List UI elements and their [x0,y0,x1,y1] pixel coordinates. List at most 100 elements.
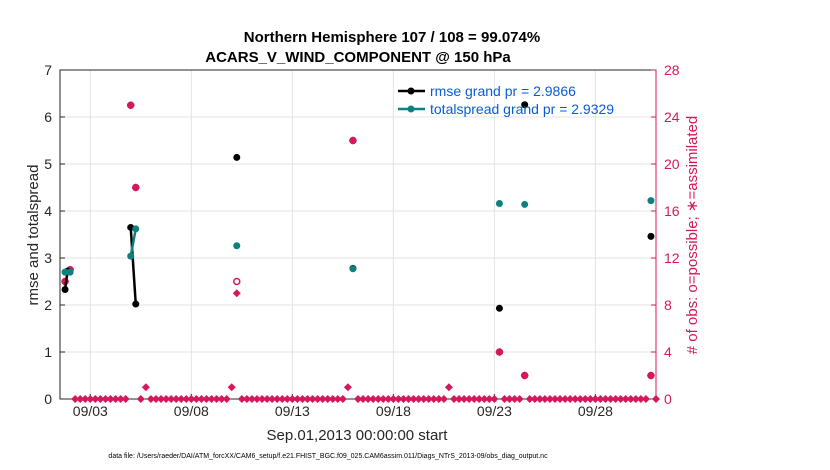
y-axis-right: 0 4 8 12 16 20 24 28 [651,62,680,407]
y-tick-label: 1 [44,344,52,360]
obs-assimilated-marker [369,395,378,403]
totalspread-point [66,268,74,276]
obs-assimilated-marker [500,395,509,403]
obs-assimilated-marker [187,395,196,403]
obs-possible-marker [520,371,529,380]
obs-assimilated-marker [429,395,438,403]
obs-assimilated-marker [237,395,246,403]
obs-assimilated-marker [91,395,100,403]
totalspread-point [647,197,655,205]
chart-title-line2: ACARS_V_WIND_COMPONENT @ 150 hPa [205,49,511,66]
obs-assimilated-marker [581,395,590,403]
obs-assimilated-marker [480,395,489,403]
rmse-point [495,304,503,312]
obs-assimilated-marker [354,395,362,403]
obs-assimilated-marker [298,395,307,403]
obs-assimilated-marker [490,395,499,403]
y2-tick-label: 24 [664,109,680,125]
obs-possible-marker [495,348,504,356]
y2-tick-label: 28 [664,62,680,78]
obs-assimilated-marker [591,395,600,403]
y2-tick-label: 16 [664,203,680,219]
obs-assimilated-marker [449,395,458,403]
x-tick-label: 09/03 [73,403,108,419]
x-tick-label: 09/08 [174,403,209,419]
obs-assimilated-marker [535,395,544,403]
totalspread-point [495,199,503,207]
obs-assimilated-marker [96,395,105,403]
y2-tick-label: 0 [664,391,672,407]
obs-assimilated-marker [384,395,393,403]
obs-assimilated-marker [561,395,570,403]
obs-assimilated-marker [222,395,231,403]
obs-assimilated-marker [293,395,302,403]
obs-assimilated-marker [444,383,453,392]
obs-assimilated-marker [207,395,216,403]
obs-assimilated-marker [217,395,226,403]
obs-assimilated-marker [121,395,130,403]
x-tick-label: 09/13 [275,403,310,419]
obs-assimilated-marker [515,395,524,403]
obs-assimilated-marker [247,395,256,403]
obs-assimilated-marker [343,383,352,392]
obs-assimilated-marker [475,395,484,403]
obs-assimilated-marker [364,395,373,403]
obs-assimilated-marker [86,395,95,403]
obs-assimilated-marker [389,395,398,403]
obs-assimilated-marker [81,395,90,403]
obs-assimilated-marker [141,383,150,392]
obs-assimilated-marker [172,395,181,403]
obs-assimilated-marker [641,395,650,403]
obs-assimilated-marker [328,395,337,403]
obs-assimilated-marker [434,395,443,403]
obs-assimilated-marker [409,395,418,403]
obs-assimilated-marker [192,395,201,403]
obs-assimilated-marker [525,395,534,403]
obs-assimilated-marker [414,395,423,403]
obs-possible-marker [126,101,135,109]
totalspread-point [233,242,241,250]
obs-assimilated-marker [611,395,620,403]
obs-assimilated-marker [621,395,630,403]
y2-tick-label: 8 [664,297,672,313]
obs-assimilated-marker [136,395,145,403]
obs-assimilated-marker [631,395,640,403]
obs-assimilated-marker [313,395,322,403]
obs-assimilated-marker [652,395,660,403]
obs-assimilated-marker [576,395,585,403]
x-tick-label: 09/23 [477,403,512,419]
y2-tick-label: 12 [664,250,680,266]
y2-tick-label: 20 [664,156,680,172]
obs-assimilated-marker [359,395,368,403]
obs-assimilated-marker [601,395,610,403]
obs-assimilated-marker [76,395,85,403]
y-tick-label: 0 [44,391,52,407]
obs-assimilated-marker [545,395,554,403]
obs-assimilated-marker [439,395,448,403]
obs-assimilated-marker [162,395,171,403]
y-tick-label: 6 [44,109,52,125]
totalspread-line-segment [129,228,137,257]
y-tick-label: 5 [44,156,52,172]
legend-spread-label: totalspread grand pr = 2.9329 [430,101,614,117]
y-tick-label: 2 [44,297,52,313]
obs-assimilated-marker [550,395,559,403]
obs-assimilated-marker [333,395,342,403]
obs-assimilated-marker [258,395,267,403]
legend-rmse-marker [407,87,415,95]
y-tick-label: 3 [44,250,52,266]
legend-spread-marker [407,105,415,113]
obs-possible-marker [233,277,241,286]
rmse-point [521,101,529,109]
obs-assimilated-marker [242,395,251,403]
obs-assimilated-marker [197,395,206,403]
obs-assimilated-marker [232,289,241,298]
obs-assimilated-marker [273,395,282,403]
obs-assimilated-marker [530,395,539,403]
obs-assimilated-marker [71,395,80,403]
data-file-footnote: data file: /Users/raeder/DAI/ATM_forcXX/… [108,453,548,460]
totalspread-point [132,225,140,233]
totalspread-point [349,265,357,273]
obs-assimilated-marker [116,395,125,403]
